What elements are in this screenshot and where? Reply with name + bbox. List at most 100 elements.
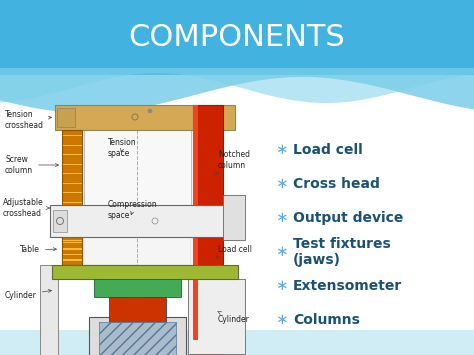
- Bar: [0, 308, 474, 313]
- Bar: [0, 18, 474, 24]
- Bar: [0, 284, 474, 290]
- Bar: [0, 71, 474, 77]
- Text: Load cell: Load cell: [216, 246, 252, 258]
- Bar: [0, 160, 474, 166]
- Bar: [0, 248, 474, 255]
- Bar: [0, 12, 474, 18]
- Text: Notched
column: Notched column: [216, 150, 250, 175]
- Bar: [0, 142, 474, 148]
- Text: Load cell: Load cell: [293, 143, 363, 157]
- Text: Cylinder: Cylinder: [5, 289, 52, 300]
- Text: ∗: ∗: [275, 279, 288, 294]
- Bar: [40, 265, 58, 355]
- Bar: [0, 0, 474, 6]
- Bar: [0, 148, 474, 154]
- Bar: [0, 201, 474, 207]
- Bar: [0, 326, 474, 331]
- Bar: [0, 24, 474, 29]
- Bar: [52, 265, 238, 279]
- Bar: [0, 166, 474, 171]
- Bar: [0, 237, 474, 242]
- Bar: [0, 207, 474, 213]
- Bar: [109, 297, 166, 322]
- Bar: [57, 108, 75, 127]
- Bar: [0, 195, 474, 201]
- Bar: [94, 279, 181, 297]
- Text: Adjustable
crosshead: Adjustable crosshead: [3, 198, 49, 218]
- Bar: [0, 130, 474, 136]
- Text: Cross head: Cross head: [293, 177, 380, 191]
- Text: ∗: ∗: [275, 176, 288, 191]
- Bar: [84, 237, 191, 265]
- Bar: [223, 195, 245, 240]
- Text: ∗: ∗: [275, 211, 288, 225]
- Bar: [0, 302, 474, 308]
- Bar: [0, 255, 474, 260]
- Bar: [0, 184, 474, 189]
- Text: ∗: ∗: [275, 142, 288, 158]
- Bar: [0, 178, 474, 184]
- Bar: [0, 83, 474, 89]
- Bar: [0, 47, 474, 53]
- Bar: [50, 205, 240, 237]
- Bar: [0, 75, 474, 355]
- Bar: [193, 105, 198, 340]
- Text: Compression
space: Compression space: [108, 200, 158, 220]
- Bar: [0, 77, 474, 83]
- Bar: [0, 260, 474, 266]
- Bar: [0, 36, 474, 42]
- Bar: [0, 6, 474, 12]
- Bar: [0, 313, 474, 320]
- Bar: [0, 219, 474, 225]
- Bar: [0, 343, 474, 349]
- Text: Extensometer: Extensometer: [293, 279, 402, 293]
- Bar: [0, 59, 474, 65]
- Text: ∗: ∗: [275, 312, 288, 328]
- Bar: [0, 242, 474, 248]
- Bar: [193, 105, 223, 340]
- Bar: [89, 317, 186, 355]
- Text: Tension
space: Tension space: [108, 138, 137, 158]
- Bar: [0, 65, 474, 71]
- Bar: [0, 266, 474, 272]
- Bar: [0, 320, 474, 326]
- Bar: [0, 42, 474, 47]
- Bar: [0, 337, 474, 343]
- Bar: [62, 237, 82, 265]
- Text: Columns: Columns: [293, 313, 360, 327]
- Bar: [0, 290, 474, 296]
- Text: Tension
crosshead: Tension crosshead: [5, 110, 52, 130]
- Bar: [53, 210, 67, 232]
- Circle shape: [148, 109, 152, 113]
- Bar: [0, 349, 474, 355]
- Polygon shape: [0, 0, 474, 103]
- Bar: [0, 124, 474, 130]
- Bar: [193, 340, 223, 355]
- Bar: [0, 189, 474, 195]
- Bar: [0, 330, 474, 355]
- Bar: [0, 136, 474, 142]
- Text: COMPONENTS: COMPONENTS: [128, 23, 346, 53]
- Bar: [0, 331, 474, 337]
- Bar: [0, 278, 474, 284]
- Bar: [0, 0, 474, 68]
- Polygon shape: [0, 0, 474, 113]
- Bar: [0, 296, 474, 302]
- Text: Table: Table: [20, 246, 56, 255]
- Bar: [0, 106, 474, 113]
- Bar: [0, 154, 474, 160]
- Bar: [0, 100, 474, 106]
- Bar: [188, 279, 245, 354]
- Bar: [84, 130, 191, 205]
- Bar: [0, 272, 474, 278]
- Text: ∗: ∗: [275, 245, 288, 260]
- Text: Cylinder: Cylinder: [218, 311, 250, 324]
- Text: Test fixtures
(jaws): Test fixtures (jaws): [293, 237, 391, 267]
- Bar: [55, 105, 235, 130]
- Text: Output device: Output device: [293, 211, 403, 225]
- Bar: [0, 231, 474, 237]
- Bar: [0, 225, 474, 231]
- Bar: [62, 130, 82, 270]
- Bar: [0, 29, 474, 36]
- Bar: [0, 213, 474, 219]
